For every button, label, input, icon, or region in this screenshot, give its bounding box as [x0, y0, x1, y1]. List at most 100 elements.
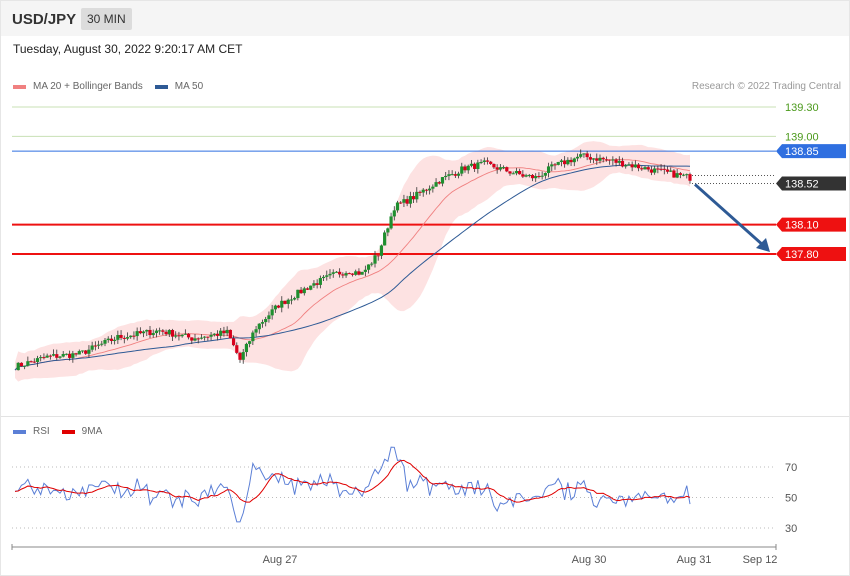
candle-body [251, 332, 255, 342]
candle-body [601, 157, 605, 160]
candle-body [212, 333, 216, 335]
level-139-30-label: 139.30 [785, 102, 819, 114]
candle [656, 165, 660, 174]
candle [489, 160, 493, 166]
candle-body [453, 174, 457, 176]
candle-body [109, 338, 114, 341]
candle [100, 340, 104, 347]
candle [591, 158, 596, 164]
candle [498, 164, 502, 172]
candle-body [260, 322, 265, 324]
candle-body [19, 362, 24, 367]
candle [428, 185, 432, 195]
candle-body [479, 162, 483, 164]
candle-body [71, 353, 75, 358]
x-tick-label: Aug 30 [572, 554, 607, 566]
candle [177, 331, 181, 341]
candle-body [276, 305, 281, 308]
candle [344, 271, 348, 278]
candle [418, 190, 422, 197]
candle-body [302, 288, 306, 294]
candle [51, 349, 56, 357]
candle-body [572, 158, 576, 163]
candle-body [591, 158, 596, 160]
candle-body [170, 329, 175, 337]
candle-body [257, 323, 261, 330]
candle-body [93, 345, 97, 347]
candle [572, 157, 576, 167]
candle-body [203, 336, 207, 338]
copyright-note: Research © 2022 Trading Central [691, 81, 841, 92]
candle [521, 170, 525, 178]
candle [106, 336, 110, 343]
candle [23, 365, 27, 370]
candle-body [354, 271, 358, 275]
candle [228, 329, 232, 339]
candle [154, 328, 159, 338]
panel-divider [1, 416, 849, 417]
candle [80, 350, 85, 354]
candle [559, 158, 564, 167]
x-tick-label: Aug 27 [263, 554, 298, 566]
candle [508, 171, 512, 176]
candle-body [151, 333, 155, 336]
instrument-title: USD/JPY [12, 11, 77, 28]
candle [614, 157, 618, 167]
candle [456, 171, 461, 179]
candle-body [534, 176, 538, 179]
candle-body [543, 172, 547, 176]
candle [321, 274, 326, 282]
candle [238, 351, 242, 363]
candle-body [495, 167, 499, 170]
candle [260, 319, 265, 328]
candle [87, 345, 91, 358]
candle [90, 341, 94, 352]
candle [373, 250, 377, 268]
candle [93, 341, 97, 351]
candle-body [331, 272, 335, 274]
candle-body [315, 283, 319, 285]
candle [328, 269, 332, 279]
candle-body [312, 283, 316, 286]
candle [408, 191, 412, 208]
candle-body [209, 334, 213, 337]
candle-body [273, 305, 277, 310]
candle [633, 160, 637, 168]
candle-body [51, 354, 56, 356]
candle [608, 159, 612, 165]
timeframe-badge[interactable]: 30 MIN [81, 8, 132, 30]
candle [585, 150, 589, 161]
candle-body [665, 169, 670, 172]
candle-body [148, 329, 152, 336]
candle [672, 169, 676, 178]
candle [219, 327, 223, 339]
candle-body [386, 228, 390, 233]
candle [309, 285, 313, 291]
rsi-tick-label: 70 [785, 462, 797, 474]
candle [244, 342, 249, 357]
candle [405, 195, 409, 207]
candle-body [485, 160, 490, 162]
candle-body [177, 335, 181, 337]
candle-body [685, 174, 689, 176]
candle-body [199, 337, 204, 339]
candle [537, 172, 541, 179]
candle-body [167, 329, 171, 335]
legend-item-ma20: MA 20 + Bollinger Bands [13, 81, 143, 92]
candle [299, 287, 303, 294]
candle [45, 353, 49, 358]
candle-body [617, 160, 621, 163]
candle-body [145, 329, 149, 332]
level-138-10-value: 138.10 [785, 220, 819, 232]
candle [74, 352, 78, 357]
candle-body [463, 166, 467, 171]
candle-body [328, 273, 332, 276]
candle [588, 153, 592, 163]
candle [170, 328, 175, 342]
candle-body [389, 216, 393, 229]
candle [161, 329, 165, 336]
level-138-85-value: 138.85 [785, 146, 819, 158]
candle-body [421, 189, 425, 193]
candle-body [505, 167, 509, 172]
